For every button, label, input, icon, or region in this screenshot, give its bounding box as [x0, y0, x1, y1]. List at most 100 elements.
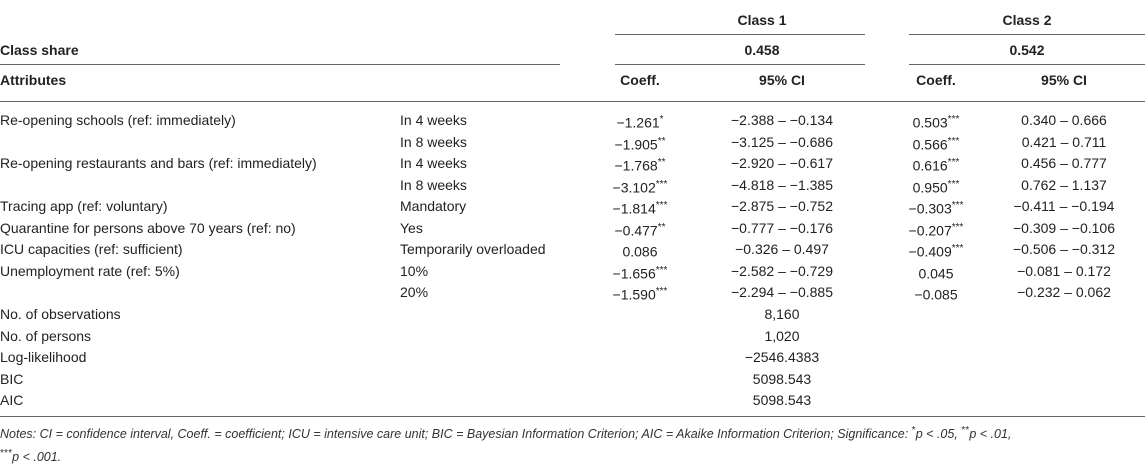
class1-coeff-value: −1.656: [612, 265, 656, 282]
class2-coeff-value: −0.207: [908, 222, 952, 239]
row-class1-coeff: −0.477**: [590, 218, 690, 241]
row-attribute: Re-opening schools (ref: immediately): [0, 112, 236, 128]
row-class2-ci: −0.232 – 0.062: [1017, 284, 1111, 300]
row-class1-ci: −2.582 – −0.729: [731, 262, 833, 279]
row-class2-coeff: −0.303***: [886, 196, 986, 219]
stat-value: 8,160: [764, 306, 800, 322]
class1-coeff-value: −1.768: [614, 157, 658, 174]
class1-coeff-value: 0.086: [622, 243, 658, 260]
row-attribute: Re-opening restaurants and bars (ref: im…: [0, 155, 317, 171]
row-class1-coeff: −1.261*: [590, 110, 690, 133]
row-class2-coeff: 0.566***: [886, 132, 986, 155]
stat-label: AIC: [0, 392, 24, 408]
row-attribute: Quarantine for persons above 70 years (r…: [0, 219, 296, 236]
class2-sig-stars: ***: [947, 135, 960, 147]
row-class1-coeff: −1.814***: [590, 196, 690, 219]
class2-sig-stars: ***: [947, 178, 960, 190]
class2-sig-stars: ***: [951, 200, 964, 211]
sig-text-2: p < .01,: [969, 427, 1012, 442]
row-class1-coeff: −3.102***: [590, 175, 690, 198]
row-class2-ci: −0.309 – −0.106: [1013, 219, 1115, 236]
class1-coeff-value: −1.814: [612, 200, 656, 217]
row-class2-coeff: 0.503***: [886, 110, 986, 133]
stat-value: 1,020: [764, 327, 800, 344]
class1-coeff-value: −1.905: [614, 136, 658, 153]
class2-coeff-value: 0.616: [912, 157, 948, 174]
row-class2-ci: 0.456 – 0.777: [1021, 155, 1107, 171]
class1-sig-stars: ***: [655, 200, 668, 211]
sig-text-3: p < .001.: [12, 450, 62, 465]
row-class2-ci: −0.081 – 0.172: [1017, 262, 1111, 279]
row-level: 10%: [400, 262, 429, 279]
class2-coeff-header: Coeff.: [916, 72, 956, 88]
row-class2-coeff: 0.045: [886, 261, 986, 284]
row-attribute: Unemployment rate (ref: 5%): [0, 262, 180, 279]
sig-marker-2: **: [961, 425, 970, 436]
class1-coeff-value: −0.477: [614, 222, 658, 239]
attributes-label: Attributes: [0, 72, 67, 88]
row-level: In 8 weeks: [400, 133, 467, 150]
class2-sig-stars: ***: [951, 243, 964, 254]
stat-value: −2546.4383: [744, 349, 820, 365]
row-class2-coeff: −0.207***: [886, 218, 986, 241]
row-class1-ci: −4.818 – −1.385: [731, 176, 833, 193]
class1-coeff-value: −3.102: [612, 179, 656, 196]
stat-label: No. of observations: [0, 306, 121, 322]
attributes-top-rule: [0, 64, 560, 65]
row-level: In 4 weeks: [400, 112, 467, 128]
class1-sig-stars: *: [659, 114, 664, 125]
row-class2-ci: 0.340 – 0.666: [1021, 112, 1107, 128]
class2-coeff-value: −0.085: [914, 286, 958, 303]
class1-sig-stars: **: [657, 157, 666, 168]
row-level: In 4 weeks: [400, 155, 467, 171]
class2-header: Class 2: [1002, 12, 1052, 28]
row-class2-coeff: −0.409***: [886, 239, 986, 262]
row-class2-coeff: −0.085: [886, 282, 986, 305]
row-class1-ci: −2.388 – −0.134: [731, 112, 833, 128]
row-class1-ci: −3.125 – −0.686: [731, 133, 833, 150]
row-attribute: ICU capacities (ref: sufficient): [0, 241, 183, 257]
row-class2-ci: −0.411 – −0.194: [1013, 198, 1115, 214]
stat-label: No. of persons: [0, 327, 92, 344]
class2-coeff-value: 0.950: [912, 179, 948, 196]
notes-text: Notes: CI = confidence interval, Coeff. …: [0, 427, 912, 442]
stat-label: Log-likelihood: [0, 349, 87, 365]
class1-sig-stars: **: [657, 135, 666, 147]
class2-ci-header: 95% CI: [1041, 72, 1087, 88]
row-class1-ci: −2.294 – −0.885: [731, 284, 833, 300]
class1-coeff-value: −1.261: [616, 114, 660, 131]
class1-sig-stars: ***: [655, 286, 668, 297]
class1-header: Class 1: [737, 12, 787, 28]
row-class2-ci: 0.421 – 0.711: [1021, 133, 1107, 150]
class1-sig-stars: ***: [655, 178, 668, 190]
row-class2-ci: −0.506 – −0.312: [1013, 241, 1115, 257]
class1-share: 0.458: [744, 42, 780, 58]
class1-header-rule: [615, 34, 865, 35]
stat-label: BIC: [0, 370, 24, 387]
class2-sig-stars: ***: [947, 157, 960, 168]
class-share-label: Class share: [0, 42, 79, 58]
row-class2-ci: 0.762 – 1.137: [1021, 176, 1107, 193]
class2-coeff-value: 0.503: [912, 114, 948, 131]
class2-share: 0.542: [1009, 42, 1045, 58]
class1-ci-header: 95% CI: [759, 72, 805, 88]
stat-value: 5098.543: [752, 370, 812, 387]
stat-value: 5098.543: [752, 392, 812, 408]
table-bottom-rule: [0, 416, 1145, 417]
row-class1-ci: −2.875 – −0.752: [731, 198, 833, 214]
row-level: Temporarily overloaded: [400, 241, 546, 257]
row-class1-coeff: −1.590***: [590, 282, 690, 305]
class1-share-rule: [615, 64, 865, 65]
sig-marker-1: *: [911, 425, 916, 436]
class2-sig-stars: ***: [951, 221, 964, 233]
row-level: 20%: [400, 284, 429, 300]
class2-sig-stars: ***: [947, 114, 960, 125]
row-class1-coeff: −1.905**: [590, 132, 690, 155]
class2-coeff-value: −0.303: [908, 200, 952, 217]
row-level: Mandatory: [400, 198, 467, 214]
class1-coeff-header: Coeff.: [620, 72, 660, 88]
table-notes: Notes: CI = confidence interval, Coeff. …: [0, 421, 1140, 467]
sig-text-1: p < .05,: [915, 427, 962, 442]
class1-coeff-value: −1.590: [612, 286, 656, 303]
